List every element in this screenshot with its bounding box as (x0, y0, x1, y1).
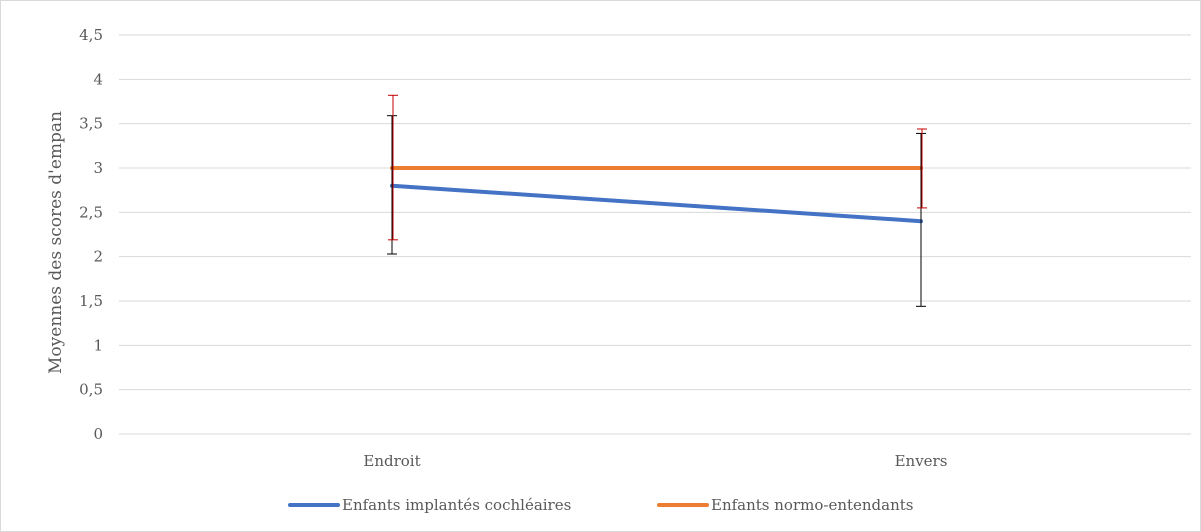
legend-label: Enfants implantés cochléaires (342, 496, 571, 514)
y-tick-label: 4,5 (79, 26, 103, 44)
x-tick-label: Envers (895, 452, 948, 470)
series-lines (390, 166, 923, 224)
y-tick-label: 2,5 (79, 203, 103, 221)
legend: Enfants implantés cochléaires Enfants nor… (288, 496, 913, 514)
y-tick-label: 2 (93, 248, 103, 266)
y-tick-label: 3 (93, 159, 103, 177)
y-tick-label: 0,5 (79, 381, 103, 399)
y-tick-label: 1 (93, 336, 103, 354)
y-axis-title: Moyennes des scores d'empan (46, 111, 66, 374)
error-bars (387, 94, 927, 307)
y-tick-label: 1,5 (79, 292, 103, 310)
y-axis-ticks: 0 0,5 1 1,5 2 2,5 3 3,5 4 4,5 (79, 26, 103, 443)
x-axis-ticks: Endroit Envers (363, 452, 947, 470)
y-tick-label: 4 (93, 70, 103, 88)
gridlines (119, 34, 1191, 435)
y-tick-label: 0 (93, 425, 103, 443)
series-line (390, 183, 923, 224)
y-tick-label: 3,5 (79, 115, 103, 133)
legend-label: Enfants normo-entendants (711, 496, 913, 514)
x-tick-label: Endroit (363, 452, 420, 470)
